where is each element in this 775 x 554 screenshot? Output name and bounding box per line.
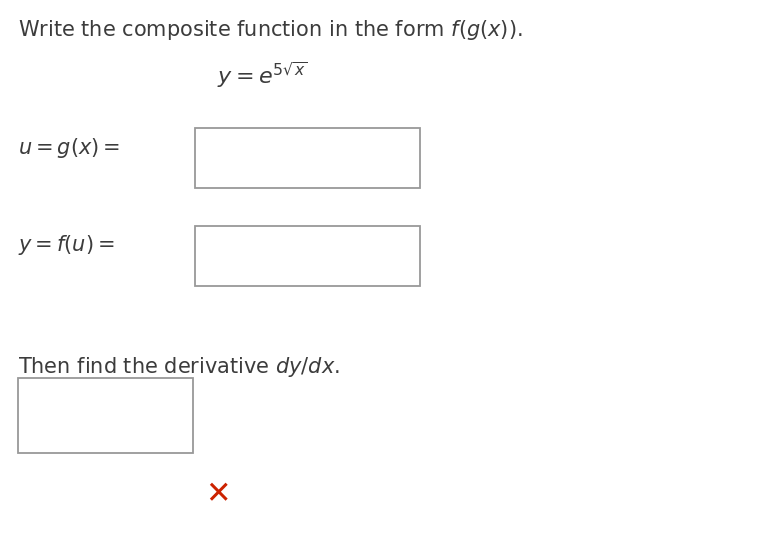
Text: Then find the derivative $\mathit{dy/dx}$.: Then find the derivative $\mathit{dy/dx}… (18, 355, 340, 379)
Text: Write the composite function in the form $f(g(x))$.: Write the composite function in the form… (18, 18, 522, 42)
Text: $y = f(u) =$: $y = f(u) =$ (18, 233, 115, 257)
Text: $y = e^{5\sqrt{x}}$: $y = e^{5\sqrt{x}}$ (217, 60, 308, 90)
Bar (195, 226, 420, 286)
Bar (18, 378, 193, 453)
Text: ✕: ✕ (205, 480, 231, 510)
Text: $u = g(x) =$: $u = g(x) =$ (18, 136, 120, 160)
Bar (195, 128, 420, 188)
